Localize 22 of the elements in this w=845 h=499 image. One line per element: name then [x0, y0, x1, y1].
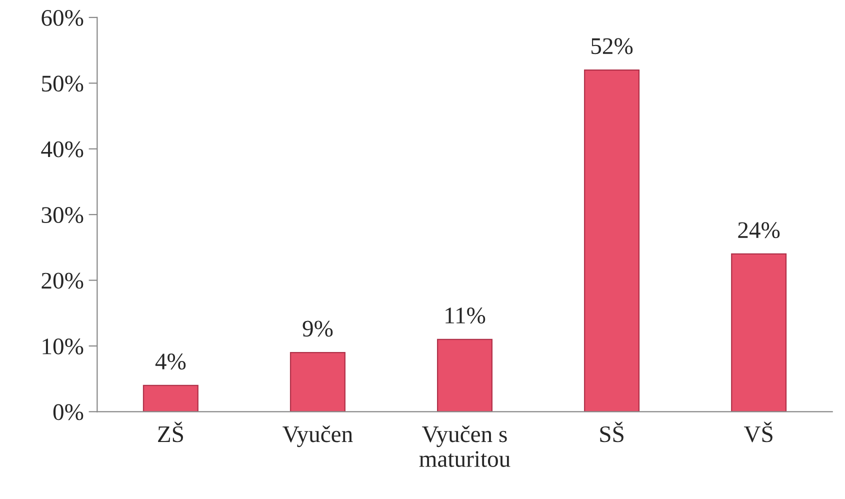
bar	[731, 253, 787, 412]
y-tick-label: 0%	[53, 404, 84, 420]
bar	[436, 338, 493, 412]
y-tick-label: 30%	[42, 207, 84, 224]
x-tick-label: ZŠ	[158, 422, 184, 442]
data-label: 4%	[155, 354, 186, 370]
x-tick-label: SŠ	[600, 422, 624, 442]
bar	[290, 352, 346, 412]
data-label: 52%	[592, 38, 633, 54]
y-tick-label: 10%	[42, 338, 84, 354]
y-tick-label: 20%	[42, 272, 84, 289]
y-tick-label: 40%	[41, 141, 84, 158]
x-tick-label: VŠ	[744, 422, 772, 442]
y-tick-label: 60%	[42, 10, 84, 26]
x-tick-label: Vyučen	[282, 426, 353, 448]
y-tick-label: 50%	[42, 76, 84, 92]
bar	[142, 384, 198, 412]
bar	[584, 69, 640, 412]
data-label: 24%	[738, 222, 780, 238]
data-label: 11%	[446, 308, 486, 324]
x-tick-label: Vyučen s maturitou	[419, 426, 510, 467]
data-label: 9%	[302, 320, 333, 337]
